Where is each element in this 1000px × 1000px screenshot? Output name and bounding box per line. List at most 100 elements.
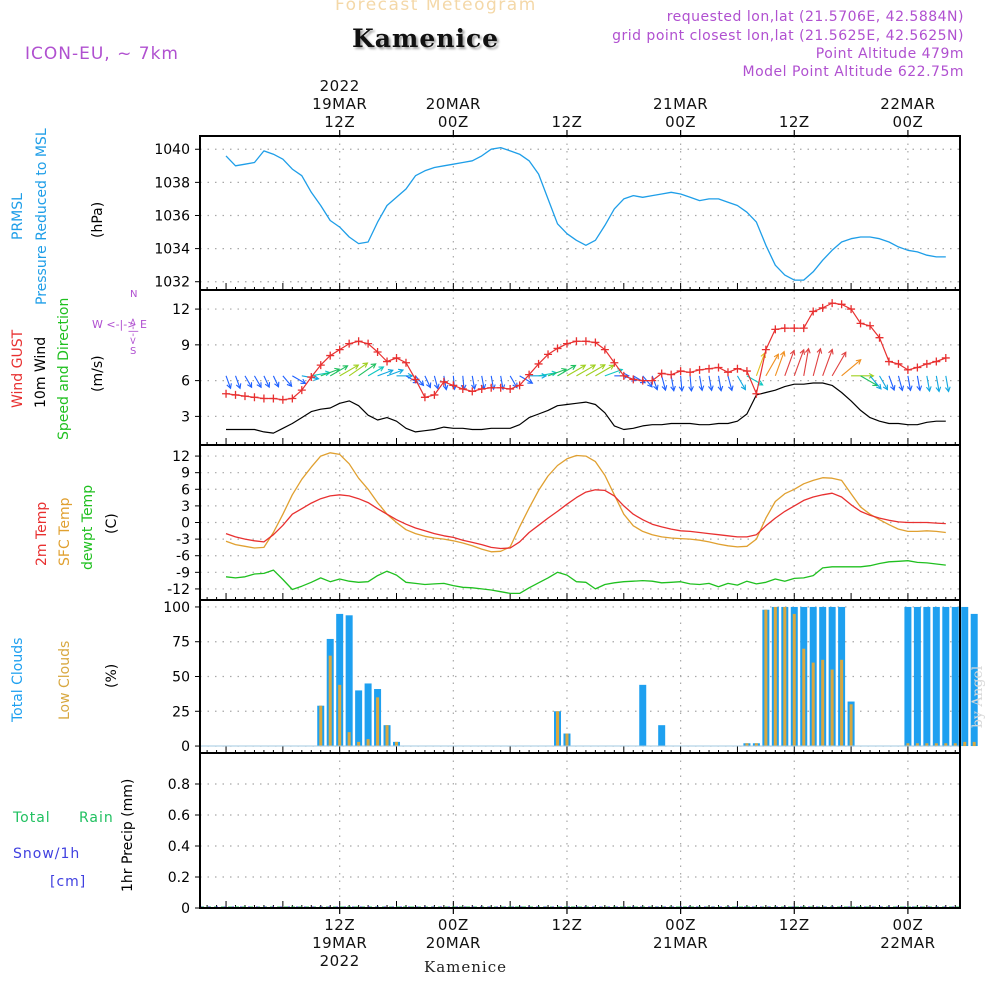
wind-vector bbox=[282, 375, 293, 387]
bottom-time-label: 00Z bbox=[665, 916, 696, 934]
y-tick-label: 100 bbox=[163, 600, 190, 616]
wind-vector-head bbox=[661, 385, 668, 392]
wind-vector bbox=[433, 375, 439, 389]
wind-vector bbox=[916, 375, 921, 391]
low-cloud-bar bbox=[385, 725, 389, 747]
gust-marker bbox=[392, 353, 401, 362]
low-cloud-bar bbox=[395, 741, 399, 747]
top-time-label: 22MAR bbox=[880, 95, 935, 113]
gust-marker bbox=[278, 395, 287, 404]
gust-marker bbox=[723, 368, 732, 377]
wind-vector bbox=[812, 348, 821, 376]
low-cloud-bar bbox=[764, 609, 768, 747]
low-cloud-bar bbox=[963, 741, 967, 747]
y-tick-label: -9 bbox=[176, 565, 190, 581]
wind-vector bbox=[595, 364, 615, 377]
y-tick-label: 0 bbox=[181, 516, 190, 532]
tsfc-label: SFC Temp bbox=[57, 497, 73, 566]
gust-marker bbox=[458, 384, 467, 393]
bottom-time-label: 00Z bbox=[438, 916, 469, 934]
wind-vector-head bbox=[757, 380, 764, 386]
low-cloud-bar bbox=[915, 743, 919, 747]
wind-vector bbox=[272, 375, 279, 388]
forecast-title: Forecast Meteogram bbox=[335, 0, 537, 15]
wind-vector-head bbox=[828, 348, 834, 355]
wind-vector-head bbox=[728, 385, 734, 392]
wind-vector-head bbox=[708, 385, 714, 392]
clouds-unit-label: (%) bbox=[104, 663, 120, 688]
sfc-temp-line bbox=[225, 452, 946, 553]
gust-marker bbox=[591, 338, 600, 347]
gust-marker bbox=[866, 321, 875, 330]
wind-vector-head bbox=[353, 364, 360, 370]
y-tick-label: 9 bbox=[181, 466, 190, 482]
bottom-time-label: 00Z bbox=[892, 916, 923, 934]
wind-vector bbox=[234, 375, 241, 389]
bottom-time-label: 22MAR bbox=[880, 934, 935, 952]
wind-vector bbox=[708, 375, 713, 391]
wind-vector-head bbox=[541, 372, 548, 379]
prmsl-label: PRMSL bbox=[10, 193, 26, 240]
gust-marker bbox=[657, 369, 666, 378]
y-tick-label: 3 bbox=[181, 409, 190, 425]
wind-vector bbox=[699, 375, 703, 391]
t2m-line bbox=[225, 489, 946, 550]
gust-marker bbox=[648, 376, 657, 385]
wind-vector bbox=[860, 375, 878, 386]
precip-rain-label: Rain bbox=[79, 810, 114, 826]
gust-marker bbox=[600, 345, 609, 354]
gust-marker bbox=[922, 359, 931, 368]
wind-vector bbox=[377, 369, 394, 377]
wind-vector-head bbox=[890, 385, 896, 392]
y-tick-label: 3 bbox=[181, 499, 190, 515]
wind-vector-head bbox=[471, 383, 477, 390]
gust-marker bbox=[401, 358, 410, 367]
wind-vector-head bbox=[647, 381, 653, 388]
gust-marker bbox=[686, 368, 695, 377]
y-tick-label: 1032 bbox=[154, 275, 190, 291]
low-cloud-bar bbox=[925, 743, 929, 747]
wind-vector-head bbox=[670, 385, 676, 392]
gust-marker bbox=[326, 351, 335, 360]
bottom-time-label: 21MAR bbox=[653, 934, 708, 952]
gust-marker bbox=[837, 300, 846, 309]
low-cloud-bar bbox=[792, 613, 796, 747]
gust-marker bbox=[638, 376, 647, 385]
wind-vector-head bbox=[570, 364, 577, 370]
y-tick-label: 12 bbox=[172, 302, 190, 318]
wind-vector-head bbox=[527, 378, 534, 384]
low-cloud-bar bbox=[783, 606, 787, 747]
total-cloud-bar bbox=[345, 615, 353, 747]
pressure-unit-label: (hPa) bbox=[90, 201, 106, 238]
bottom-time-label: 19MAR bbox=[312, 934, 367, 952]
low-cloud-bar bbox=[366, 739, 370, 747]
y-tick-label: 1036 bbox=[154, 208, 190, 224]
y-tick-label: 1040 bbox=[154, 142, 190, 158]
gust-marker bbox=[420, 393, 429, 402]
wind-vector-head bbox=[342, 365, 349, 371]
model-altitude: Model Point Altitude 622.75m bbox=[742, 64, 964, 80]
point-altitude: Point Altitude 479m bbox=[815, 46, 964, 62]
total-cloud-bar bbox=[970, 613, 978, 747]
wind-vector bbox=[244, 375, 253, 388]
wind-vector-head bbox=[925, 386, 932, 393]
low-cloud-bar bbox=[811, 662, 815, 747]
wind-vector bbox=[481, 375, 485, 389]
wind-vector bbox=[263, 375, 270, 388]
wind-vector-head bbox=[580, 364, 587, 370]
wind10m-label: 10m Wind bbox=[33, 336, 49, 408]
gust-marker bbox=[354, 337, 363, 346]
wind-vector bbox=[320, 368, 340, 377]
total-cloud-bar bbox=[951, 606, 959, 747]
temp-unit-label: (C) bbox=[104, 513, 120, 534]
gust-marker bbox=[449, 381, 458, 390]
y-tick-label: 1034 bbox=[154, 242, 190, 258]
wind-vector-head bbox=[855, 359, 862, 365]
wind-vector-head bbox=[590, 364, 597, 370]
y-tick-label: 75 bbox=[172, 635, 190, 651]
low-cloud-bar bbox=[934, 743, 938, 747]
wind-vector-head bbox=[916, 385, 923, 392]
low-cloud-bar bbox=[565, 733, 569, 747]
wind-vector-head bbox=[804, 347, 811, 354]
top-time-label: 00Z bbox=[665, 113, 696, 131]
